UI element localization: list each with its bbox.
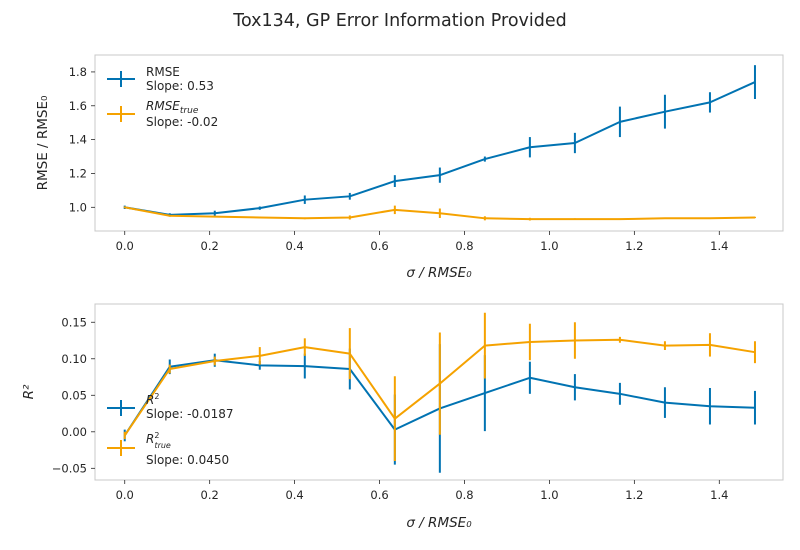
rmse-legend[interactable]: RMSE Slope: 0.53 RMSEtrue Slope: -0.02 bbox=[107, 65, 218, 129]
legend-label-r2: R2 bbox=[146, 392, 159, 407]
r2-x-tick-label: 0.2 bbox=[201, 488, 219, 502]
legend-label-r2-true-main: R bbox=[146, 432, 154, 446]
legend-entry-rmse[interactable]: RMSE Slope: 0.53 bbox=[107, 65, 214, 93]
rmse-y-tick-label: 1.8 bbox=[69, 65, 87, 79]
rmse-y-tick-label: 1.6 bbox=[69, 99, 87, 113]
legend-label-rmse-true-main: RMSE bbox=[146, 99, 180, 113]
legend-label-rmse-true-sub: true bbox=[180, 106, 199, 116]
r2-y-axis-label: R² bbox=[21, 384, 37, 399]
figure-title: Tox134, GP Error Information Provided bbox=[232, 11, 567, 31]
rmse-x-ticks: 0.0 0.2 0.4 0.6 0.8 1.0 1.2 1.4 bbox=[116, 231, 728, 253]
rmse-y-tick-label: 1.4 bbox=[69, 133, 87, 147]
legend-entry-r2-true[interactable]: R2 true Slope: 0.0450 bbox=[107, 431, 229, 467]
r2-y-tick-label: 0.10 bbox=[61, 352, 87, 366]
r2-y-tick-label: −0.05 bbox=[52, 461, 87, 475]
rmse-y-tick-label: 1.0 bbox=[69, 200, 87, 214]
rmse-x-tick-label: 0.4 bbox=[285, 239, 303, 253]
r2-series-layer bbox=[123, 312, 756, 473]
r2-y-tick-label: 0.00 bbox=[61, 425, 87, 439]
r2-y-tick-label: 0.15 bbox=[61, 315, 87, 329]
rmse-x-tick-label: 0.2 bbox=[201, 239, 219, 253]
legend-slope-rmse: Slope: 0.53 bbox=[146, 79, 214, 93]
r2-x-tick-label: 1.0 bbox=[540, 488, 558, 502]
r2-plot-frame bbox=[94, 303, 784, 481]
r2-x-tick-label: 1.4 bbox=[710, 488, 728, 502]
rmse-series-layer bbox=[123, 65, 756, 221]
rmse-panel: 0.0 0.2 0.4 0.6 0.8 1.0 1.2 1.4 1.0 1.2 1.4 1.6 1.8… bbox=[35, 54, 784, 281]
legend-label-r2-main: R bbox=[146, 393, 154, 407]
r2-x-tick-label: 1.2 bbox=[625, 488, 643, 502]
rmse-x-tick-label: 1.4 bbox=[710, 239, 728, 253]
legend-label-rmse-true: RMSEtrue bbox=[146, 99, 199, 116]
r2-x-tick-label: 0.6 bbox=[370, 488, 388, 502]
rmse-x-tick-label: 0.8 bbox=[455, 239, 473, 253]
rmse-x-axis-label: σ / RMSE₀ bbox=[406, 265, 472, 281]
r2-panel: 0.0 0.2 0.4 0.6 0.8 1.0 1.2 1.4 −0.05 0.00 0.05 0.… bbox=[21, 303, 784, 531]
r2-x-tick-label: 0.0 bbox=[116, 488, 134, 502]
legend-label-r2-true-sup: 2 bbox=[154, 431, 159, 440]
r2-legend[interactable]: R2 Slope: -0.0187 R2 true Slope: 0.0450 bbox=[107, 392, 233, 467]
r2-x-tick-label: 0.4 bbox=[285, 488, 303, 502]
rmse-plot-frame bbox=[94, 54, 784, 232]
legend-label-rmse: RMSE bbox=[146, 65, 180, 79]
rmse-x-tick-label: 1.0 bbox=[540, 239, 558, 253]
r2-y-ticks: −0.05 0.00 0.05 0.10 0.15 bbox=[52, 315, 95, 475]
series-line-rmse bbox=[124, 81, 756, 216]
legend-label-r2-true-sub: true bbox=[154, 441, 170, 450]
rmse-y-axis-label: RMSE / RMSE₀ bbox=[35, 96, 51, 191]
legend-slope-r2-true: Slope: 0.0450 bbox=[146, 453, 229, 467]
legend-slope-r2: Slope: -0.0187 bbox=[146, 407, 233, 421]
rmse-x-tick-label: 0.0 bbox=[116, 239, 134, 253]
legend-label-r2-sup: 2 bbox=[154, 392, 159, 401]
r2-x-ticks: 0.0 0.2 0.4 0.6 0.8 1.0 1.2 1.4 bbox=[116, 480, 728, 502]
legend-label-r2-true: R2 true bbox=[146, 431, 171, 450]
rmse-y-tick-label: 1.2 bbox=[69, 166, 87, 180]
legend-slope-rmse-true: Slope: -0.02 bbox=[146, 115, 218, 129]
rmse-y-ticks: 1.0 1.2 1.4 1.6 1.8 bbox=[69, 65, 95, 214]
rmse-x-tick-label: 0.6 bbox=[370, 239, 388, 253]
r2-y-tick-label: 0.05 bbox=[61, 388, 87, 402]
r2-x-tick-label: 0.8 bbox=[455, 488, 473, 502]
rmse-x-tick-label: 1.2 bbox=[625, 239, 643, 253]
r2-x-axis-label: σ / RMSE₀ bbox=[406, 515, 472, 531]
legend-entry-r2[interactable]: R2 Slope: -0.0187 bbox=[107, 392, 233, 421]
legend-entry-rmse-true[interactable]: RMSEtrue Slope: -0.02 bbox=[107, 99, 218, 129]
